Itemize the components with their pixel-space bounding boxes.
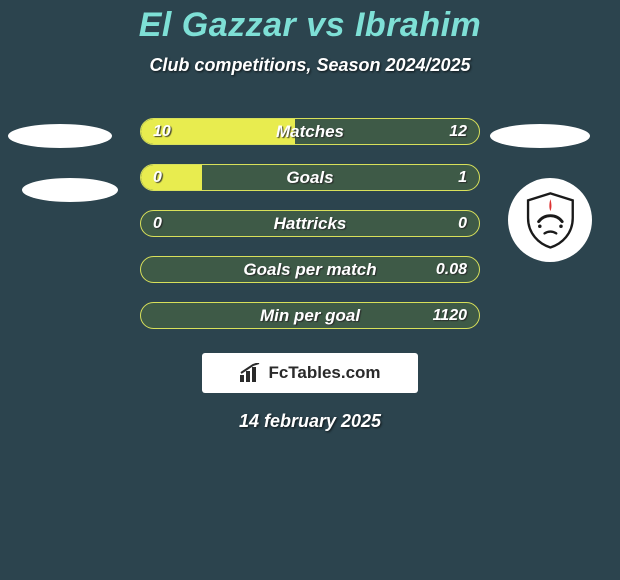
- stat-row: Hattricks 0 0: [140, 210, 480, 237]
- bar-chart-icon: [239, 363, 263, 383]
- stat-value-right: 12: [449, 123, 467, 141]
- club-logo-right: [508, 178, 592, 262]
- stat-value-left: 0: [153, 169, 162, 187]
- stat-value-left: 0: [153, 215, 162, 233]
- stat-label: Matches: [276, 122, 344, 142]
- player-left-silhouette-1: [8, 124, 112, 148]
- stat-value-right: 1120: [433, 307, 467, 325]
- stat-row: Matches 10 12: [140, 118, 480, 145]
- player-right-silhouette: [490, 124, 590, 148]
- stat-label: Goals: [286, 168, 333, 188]
- brand-text: FcTables.com: [268, 363, 380, 383]
- stat-row: Goals per match 0.08: [140, 256, 480, 283]
- stat-label: Min per goal: [260, 306, 360, 326]
- stat-row: Min per goal 1120: [140, 302, 480, 329]
- date-text: 14 february 2025: [0, 411, 620, 432]
- brand: FcTables.com: [239, 363, 380, 383]
- subtitle: Club competitions, Season 2024/2025: [0, 55, 620, 76]
- page-title: El Gazzar vs Ibrahim: [0, 6, 620, 45]
- stat-row: Goals 0 1: [140, 164, 480, 191]
- stat-value-right: 1: [458, 169, 467, 187]
- stat-value-right: 0: [458, 215, 467, 233]
- stat-label: Hattricks: [274, 214, 347, 234]
- player-left-silhouette-2: [22, 178, 118, 202]
- stat-label: Goals per match: [243, 260, 376, 280]
- stat-value-right: 0.08: [436, 261, 467, 279]
- stat-fill-left: [141, 165, 202, 190]
- stat-value-left: 10: [153, 123, 171, 141]
- comparison-bars: Matches 10 12 Goals 0 1 Hattricks 0 0 Goals per m…: [140, 118, 480, 329]
- shield-icon: [521, 191, 580, 250]
- brand-box: FcTables.com: [202, 353, 418, 393]
- infographic-content: El Gazzar vs Ibrahim Club competitions, …: [0, 0, 620, 432]
